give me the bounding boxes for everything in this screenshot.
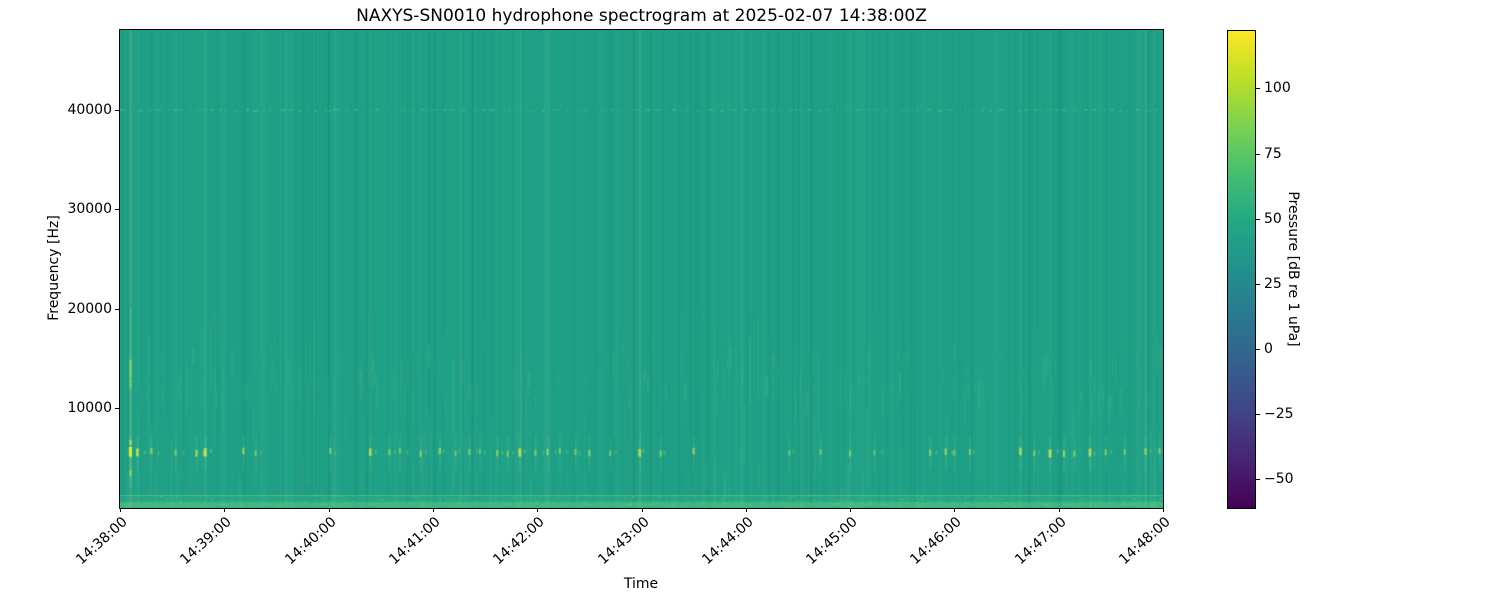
y-tick-label: 10000 [67, 400, 112, 417]
x-axis-label: Time [623, 576, 659, 592]
x-tick-label: 14:44:00 [699, 514, 757, 568]
x-tick-label: 14:43:00 [594, 514, 653, 568]
colorbar-tick-label: 25 [1264, 275, 1282, 292]
colorbar-tick [1256, 349, 1260, 350]
chart-title: NAXYS-SN0010 hydrophone spectrogram at 2… [356, 6, 927, 26]
x-tick-label: 14:40:00 [281, 514, 340, 568]
x-tick [432, 508, 434, 512]
x-tick [641, 508, 643, 512]
y-tick-label: 30000 [67, 201, 112, 218]
colorbar-tick [1256, 88, 1260, 90]
x-tick-label: 14:48:00 [1116, 514, 1174, 568]
x-tick [537, 508, 539, 512]
x-tick-label: 14:47:00 [1011, 514, 1070, 568]
y-tick [115, 109, 119, 111]
y-tick-label: 40000 [67, 101, 112, 118]
x-tick [120, 508, 121, 512]
colorbar [1227, 30, 1256, 509]
x-tick [224, 508, 226, 512]
colorbar-tick [1256, 283, 1260, 285]
y-tick [115, 209, 119, 211]
x-tick-label: 14:39:00 [177, 514, 236, 568]
colorbar-tick [1256, 153, 1260, 155]
spectrogram-plot-area [119, 29, 1164, 509]
y-tick [115, 308, 119, 310]
x-tick-label: 14:42:00 [490, 514, 548, 568]
colorbar-tick-label: 100 [1264, 80, 1291, 97]
colorbar-tick [1256, 218, 1260, 220]
x-tick-label: 14:41:00 [386, 514, 444, 568]
x-tick [328, 508, 330, 512]
x-tick [1163, 508, 1164, 512]
y-tick-label: 20000 [67, 300, 112, 317]
colorbar-tick-label: 0 [1264, 341, 1273, 357]
x-tick [850, 508, 852, 512]
colorbar-tick-label: 50 [1264, 210, 1282, 227]
colorbar-tick-label: −25 [1264, 406, 1294, 423]
y-tick [115, 408, 119, 410]
colorbar-tick [1256, 479, 1260, 481]
x-tick-label: 14:45:00 [803, 514, 861, 568]
x-tick [1058, 508, 1060, 512]
colorbar-label: Pressure [dB re 1 uPa] [1285, 191, 1301, 347]
colorbar-tick-label: −50 [1264, 471, 1294, 488]
spectrogram-canvas [120, 30, 1163, 508]
y-axis-label: Frequency [Hz] [46, 215, 62, 321]
colorbar-tick-label: 75 [1264, 145, 1282, 162]
x-tick-label: 14:38:00 [73, 514, 131, 568]
x-tick-label: 14:46:00 [907, 514, 966, 568]
x-tick [954, 508, 956, 512]
colorbar-tick [1256, 414, 1260, 416]
x-tick [745, 508, 747, 512]
